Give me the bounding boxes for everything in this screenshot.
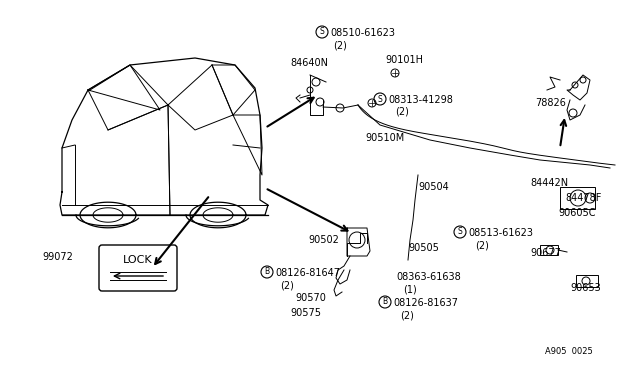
Text: 90101H: 90101H: [385, 55, 423, 65]
Text: 08313-41298: 08313-41298: [388, 95, 453, 105]
Text: 99072: 99072: [42, 252, 73, 262]
Text: LOCK: LOCK: [123, 255, 153, 265]
Text: 90677: 90677: [530, 248, 561, 258]
Text: 90605C: 90605C: [558, 208, 595, 218]
Text: B: B: [264, 267, 269, 276]
Text: 90570: 90570: [295, 293, 326, 303]
Text: (2): (2): [333, 40, 347, 50]
Text: 90502: 90502: [308, 235, 339, 245]
Bar: [560, 187, 595, 209]
Text: 84442N: 84442N: [530, 178, 568, 188]
Text: S: S: [319, 28, 324, 36]
Text: 78826: 78826: [535, 98, 566, 108]
Text: S: S: [458, 228, 462, 237]
Text: 84478F: 84478F: [565, 193, 602, 203]
Text: 90510M: 90510M: [365, 133, 404, 143]
Text: 90653: 90653: [570, 283, 601, 293]
Text: A905  0025: A905 0025: [545, 347, 593, 356]
Text: 84640N: 84640N: [290, 58, 328, 68]
Text: (2): (2): [280, 280, 294, 290]
Text: 90575: 90575: [290, 308, 321, 318]
Text: 08513-61623: 08513-61623: [468, 228, 533, 238]
Text: 08510-61623: 08510-61623: [330, 28, 395, 38]
Text: (1): (1): [403, 284, 417, 294]
Text: 90505: 90505: [408, 243, 439, 253]
Text: S: S: [378, 94, 382, 103]
Text: 08363-61638: 08363-61638: [396, 272, 461, 282]
Text: (2): (2): [395, 107, 409, 117]
Bar: [540, 245, 558, 255]
Text: 08126-81637: 08126-81637: [393, 298, 458, 308]
Text: B: B: [383, 298, 388, 307]
Text: (2): (2): [475, 240, 489, 250]
Text: 90504: 90504: [418, 182, 449, 192]
Text: (2): (2): [400, 310, 414, 320]
Bar: [576, 275, 598, 287]
Text: 08126-81647: 08126-81647: [275, 268, 340, 278]
